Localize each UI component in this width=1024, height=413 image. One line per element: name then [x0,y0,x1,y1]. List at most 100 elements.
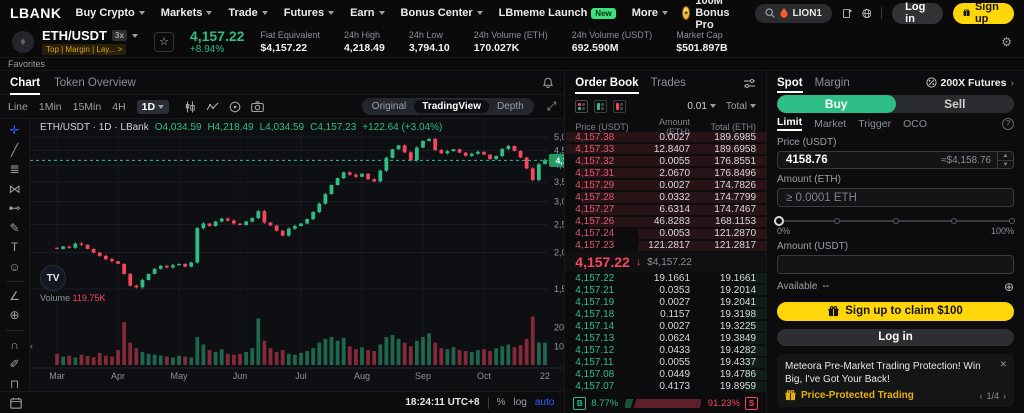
crosshair-icon[interactable]: ✛ [9,123,20,138]
pair-tags[interactable]: Top | Margin | Lay... > [42,44,127,55]
candle-style-icon[interactable] [184,101,196,113]
tab-trades[interactable]: Trades [650,77,686,89]
nav-item-futures[interactable]: Futures [284,7,335,19]
login-button[interactable]: Log in [892,1,943,25]
ask-row[interactable]: 4,157.28 0.0332 174.7799 [565,191,767,203]
tab-margin[interactable]: Margin [814,76,850,89]
precision-select[interactable]: 0.01 [687,101,716,112]
collapse-toolbar-icon[interactable]: ‹ [30,341,33,351]
mid-price-row[interactable]: 4,157.22 ↓ $4,157.22 [565,252,767,272]
chart-style-icon[interactable] [229,101,241,113]
layout-both-icon[interactable] [575,99,589,113]
login-button-panel[interactable]: Log in [777,328,1014,346]
amount-slider[interactable] [774,216,1015,227]
favorites-strip[interactable]: Favorites [0,58,1024,71]
order-type-oco[interactable]: OCO [903,117,927,130]
price-input[interactable] [786,154,942,167]
ask-row[interactable]: 4,157.27 6.6314 174.7467 [565,204,767,216]
tf-4h[interactable]: 4H [112,100,126,113]
bid-row[interactable]: 4,157.14 0.0027 19.3225 [565,320,767,332]
step-down-button[interactable]: ▼ [1002,161,1009,168]
draw-pencil-icon[interactable]: ✐ [9,357,20,372]
screenshot-camera-icon[interactable] [251,101,264,112]
trend-line-icon[interactable]: ╱ [10,142,19,157]
indicators-icon[interactable] [206,101,219,113]
amount-input[interactable] [786,191,1013,204]
globe-icon[interactable] [862,7,872,20]
nav-item-markets[interactable]: Markets [161,7,213,19]
view-depth[interactable]: Depth [497,101,524,112]
nav-item-more[interactable]: More [632,7,669,19]
price-field[interactable]: ≈$4,158.76 ▲▼ [777,150,1014,170]
bonus-pro-link[interactable]: ★ 100M Bonus Pro [682,0,741,31]
ask-row[interactable]: 4,157.31 2.0670 176.8496 [565,167,767,179]
ask-row[interactable]: 4,157.33 12.8407 189.6958 [565,143,767,155]
bid-row[interactable]: 4,157.22 19.1661 19.1661 [565,272,767,284]
ask-row[interactable]: 4,157.38 0.0027 189.6985 [565,131,767,143]
tf-15min[interactable]: 15Min [72,100,102,113]
nav-item-lbmeme-launch[interactable]: LBmeme Launch New [499,7,616,19]
help-icon[interactable]: ? [1002,117,1014,130]
tradingview-logo[interactable]: TV [40,265,66,291]
bid-row[interactable]: 4,157.21 0.0353 19.2014 [565,284,767,296]
settings-gear-icon[interactable]: ⚙ [1001,34,1012,49]
candlestick-chart[interactable]: ETH/USDT · 1D · LBank O4,034.59 H4,218.4… [30,119,565,391]
text-icon[interactable]: T [10,240,19,255]
prev-icon[interactable]: ‹ [979,390,983,401]
ask-row[interactable]: 4,157.23 121.2817 121.2817 [565,240,767,252]
layout-bids-icon[interactable] [594,99,608,113]
view-original[interactable]: Original [371,101,407,112]
xabcd-pattern-icon[interactable]: ⋈ [8,181,21,196]
slider-handle[interactable] [774,216,785,227]
nav-item-trade[interactable]: Trade [228,7,268,19]
tab-order-book[interactable]: Order Book [575,77,639,94]
tab-token-overview[interactable]: Token Overview [54,76,136,89]
ruler-icon[interactable]: ∠ [9,288,20,303]
brush-icon[interactable]: ✎ [9,220,20,235]
bid-row[interactable]: 4,157.19 0.0027 19.2041 [565,296,767,308]
amount-usdt-field[interactable] [777,255,1014,274]
layout-asks-icon[interactable] [613,99,627,113]
amount-usdt-input[interactable] [786,258,1013,271]
sell-button[interactable]: Sell [944,96,966,111]
futures-link[interactable]: 200X Futures › [925,77,1014,89]
search-input[interactable]: LION1 [754,3,832,23]
claim-bonus-button[interactable]: Sign up to claim $100 [777,301,1014,321]
tab-spot[interactable]: Spot [777,76,803,93]
lock-all-icon[interactable]: ⊓ [9,376,20,391]
ask-row[interactable]: 4,157.29 0.0027 174.7826 [565,179,767,191]
view-tradingview[interactable]: TradingView [414,100,489,113]
favorite-star-button[interactable]: ☆ [153,31,174,52]
bid-row[interactable]: 4,157.18 0.1157 19.3198 [565,308,767,320]
buy-button[interactable]: Buy [777,94,896,113]
tf-line[interactable]: Line [8,100,28,113]
next-icon[interactable]: › [1003,390,1006,401]
tab-chart[interactable]: Chart [10,76,41,95]
magnet-icon[interactable]: ∩ [10,337,19,352]
signup-button[interactable]: Sign up [952,1,1015,25]
pair-selector[interactable]: ETH/USDT 3x [42,28,138,43]
total-mode-select[interactable]: Total [726,101,757,112]
order-type-market[interactable]: Market [814,117,847,130]
bid-row[interactable]: 4,157.12 0.0433 19.4282 [565,345,767,357]
long-position-icon[interactable]: ⊷ [8,201,21,216]
order-type-trigger[interactable]: Trigger [858,117,892,130]
nav-item-buy-crypto[interactable]: Buy Crypto [76,7,145,19]
nav-item-earn[interactable]: Earn [350,7,385,19]
scale-log-button[interactable]: log [513,397,527,408]
fib-retracement-icon[interactable]: ≣ [9,162,20,177]
alert-bell-icon[interactable] [542,77,554,89]
scale-percent-button[interactable]: % [496,397,506,408]
order-type-limit[interactable]: Limit [777,116,803,132]
bid-row[interactable]: 4,157.08 0.0449 19.4786 [565,369,767,381]
nav-item-bonus-center[interactable]: Bonus Center [401,7,483,19]
fullscreen-icon[interactable]: ⤢ [546,99,557,113]
zoom-in-icon[interactable]: ⊕ [9,308,20,323]
tf-1d-active[interactable]: 1D [136,99,170,114]
ask-row[interactable]: 4,157.26 46.8283 168.1153 [565,216,767,228]
bid-row[interactable]: 4,157.11 0.0055 19.4337 [565,357,767,369]
bid-row[interactable]: 4,157.13 0.0624 19.3849 [565,332,767,344]
emoji-icon[interactable]: ☺ [8,259,21,274]
promo-card[interactable]: Meteora Pre-Market Trading Protection! W… [777,354,1014,407]
scale-auto-button[interactable]: auto [534,397,555,408]
